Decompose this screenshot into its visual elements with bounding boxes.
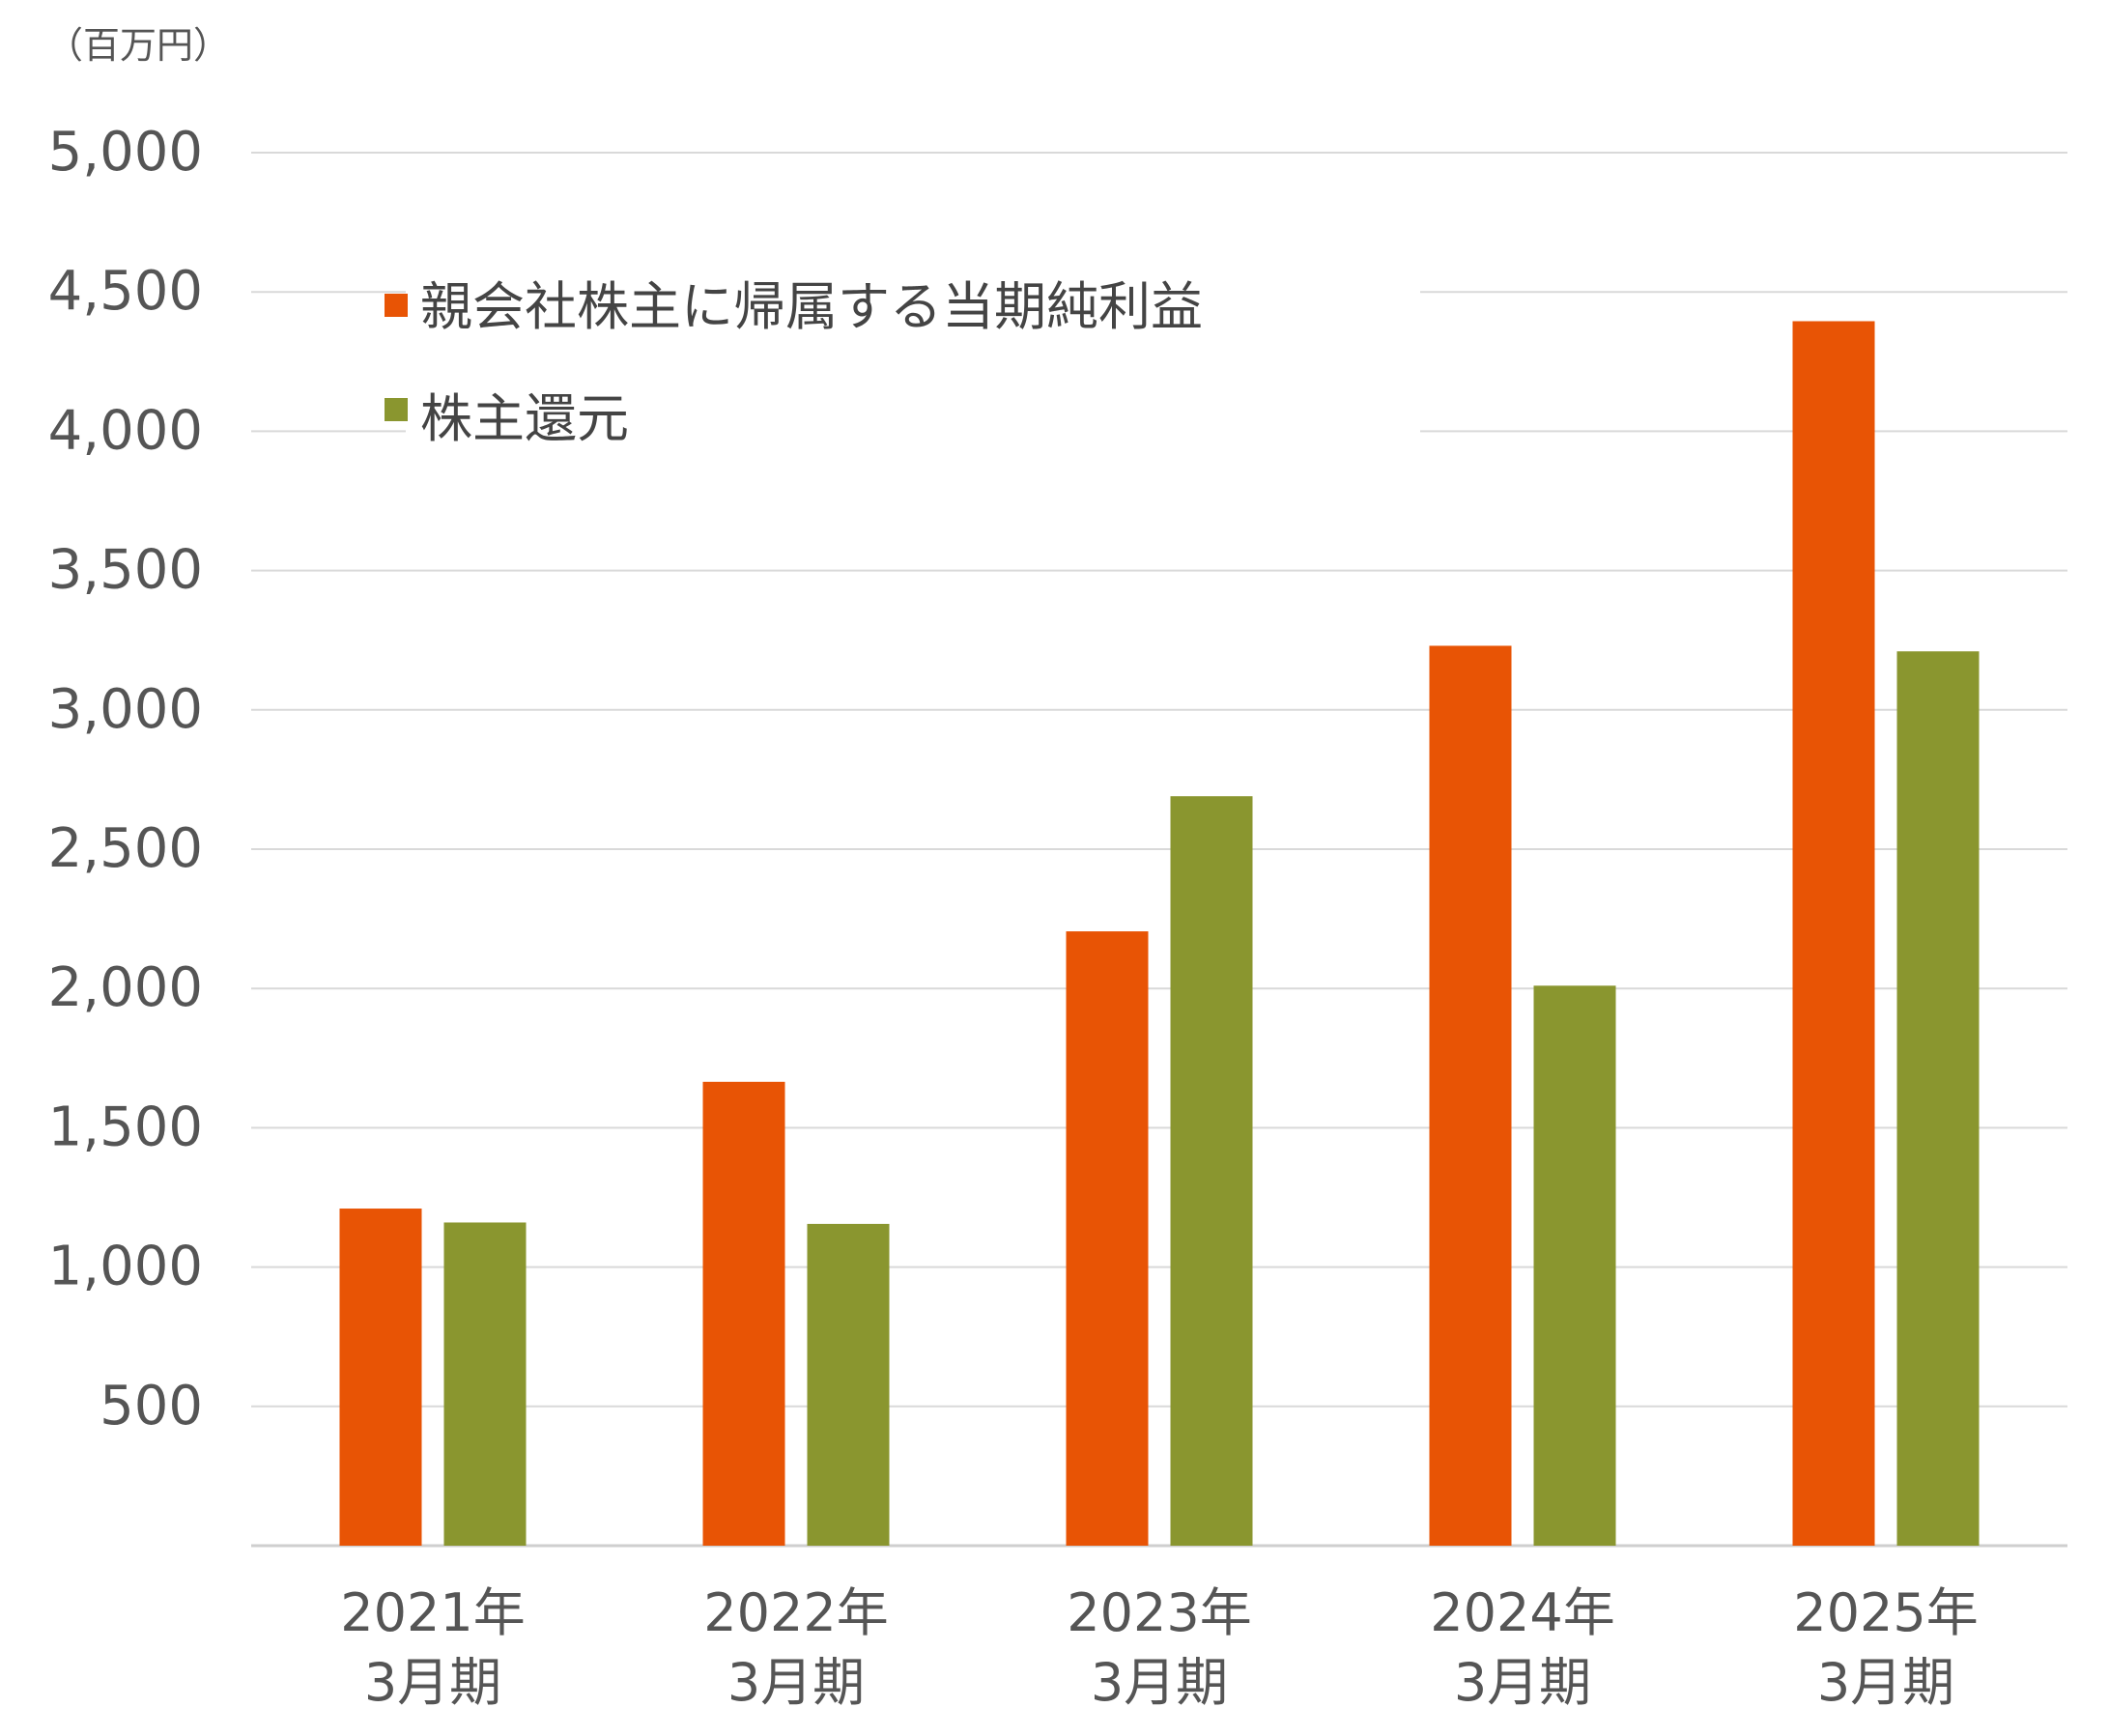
x-tick-label: 3月期 [1817, 1652, 1954, 1713]
bar-shareholder-return-1 [807, 1223, 890, 1546]
legend-swatch-shareholder-return [385, 398, 408, 421]
y-tick-label: 500 [100, 1375, 203, 1437]
bar-shareholder-return-0 [443, 1222, 527, 1546]
y-tick-label: 4,500 [48, 260, 203, 323]
legend: 親会社株主に帰属する当期純利益 株主還元 [385, 276, 1203, 449]
y-tick-label: 2,500 [48, 817, 203, 880]
y-tick-label: 3,000 [48, 678, 203, 741]
x-tick-label: 2022年 [703, 1582, 888, 1643]
y-tick-label: 5,000 [48, 121, 203, 184]
x-tick-label: 3月期 [1091, 1652, 1228, 1713]
bar-net-income-3 [1429, 645, 1512, 1546]
y-tick-label: 1,000 [48, 1236, 203, 1298]
x-tick-label: 2021年 [340, 1582, 525, 1643]
y-tick-label: 3,500 [48, 539, 203, 602]
y-tick-label: 4,000 [48, 399, 203, 462]
bar-net-income-4 [1792, 321, 1875, 1547]
legend-swatch-net-income [385, 294, 408, 317]
x-tick-label: 3月期 [364, 1652, 501, 1713]
bar-net-income-1 [702, 1081, 785, 1546]
bar-net-income-2 [1066, 931, 1149, 1546]
gridlines [251, 152, 2067, 1548]
x-tick-label: 3月期 [727, 1652, 865, 1713]
y-tick-label: 1,500 [48, 1096, 203, 1158]
y-tick-label: 2,000 [48, 956, 203, 1019]
bar-shareholder-return-2 [1170, 796, 1253, 1546]
y-axis-ticks: 500 1,000 1,500 2,000 2,500 3,000 3,500 4,000 4,… [48, 121, 203, 1437]
legend-label-shareholder-return: 株主還元 [420, 388, 629, 449]
x-tick-label: 2024年 [1430, 1582, 1614, 1643]
x-tick-label: 2025年 [1793, 1582, 1978, 1643]
x-tick-label: 2023年 [1067, 1582, 1251, 1643]
bar-net-income-0 [339, 1209, 422, 1546]
unit-label: （百万円） [46, 24, 230, 67]
x-tick-label: 3月期 [1454, 1652, 1591, 1713]
bar-shareholder-return-4 [1896, 651, 1980, 1546]
legend-label-net-income: 親会社株主に帰属する当期純利益 [420, 276, 1203, 337]
bars [339, 321, 1980, 1547]
bar-shareholder-return-3 [1533, 985, 1616, 1546]
x-axis-ticks: 2021年 3月期 2022年 3月期 2023年 3月期 2024年 3月期 2025年 3月期 [340, 1582, 1978, 1713]
